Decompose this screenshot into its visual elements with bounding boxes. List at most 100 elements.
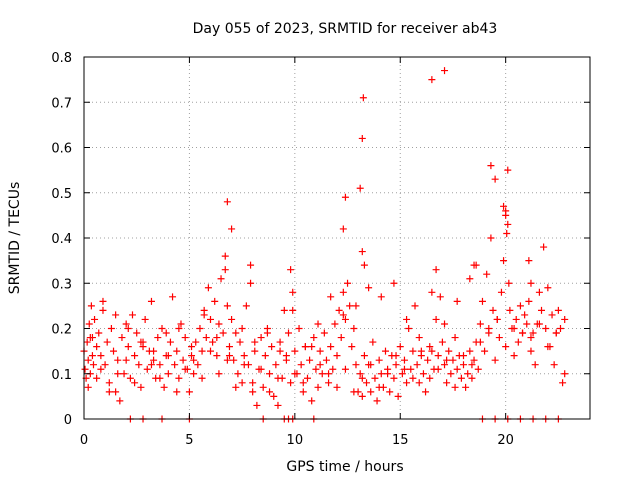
data-point	[510, 325, 518, 332]
data-point	[147, 361, 155, 369]
data-point	[270, 392, 278, 400]
data-point	[358, 374, 366, 382]
data-point	[356, 184, 364, 192]
y-tick-label: 0.4	[51, 232, 72, 247]
data-point	[337, 334, 345, 342]
data-point	[521, 311, 529, 319]
data-point	[441, 67, 449, 75]
data-point	[503, 229, 511, 237]
data-point	[428, 347, 436, 355]
data-point	[198, 347, 206, 355]
data-point	[91, 315, 99, 323]
data-point	[481, 347, 489, 355]
data-point	[316, 361, 324, 369]
grid-lines	[84, 57, 590, 419]
data-point	[417, 347, 425, 355]
data-point	[550, 361, 558, 369]
data-point	[497, 288, 505, 296]
data-point	[322, 356, 330, 364]
data-point	[93, 374, 101, 382]
data-point	[213, 352, 221, 360]
data-point	[544, 284, 552, 292]
data-point	[434, 365, 442, 373]
data-point	[215, 320, 223, 328]
data-point	[158, 325, 166, 332]
y-tick-label: 0.6	[51, 142, 72, 157]
data-point	[99, 306, 107, 314]
data-point	[287, 379, 295, 387]
data-point	[308, 397, 316, 405]
data-point	[131, 379, 139, 387]
data-point	[297, 361, 305, 369]
data-point	[266, 388, 274, 396]
data-point	[504, 166, 512, 174]
data-point	[369, 338, 377, 346]
data-point	[381, 347, 389, 355]
data-point	[556, 325, 564, 332]
data-point	[519, 329, 527, 337]
data-point	[141, 315, 149, 323]
data-point	[377, 370, 385, 378]
data-point	[85, 320, 93, 328]
data-point	[310, 334, 318, 342]
data-point	[394, 392, 402, 400]
data-point	[531, 361, 539, 369]
data-point	[200, 311, 208, 319]
y-tick-label: 0	[64, 413, 72, 428]
data-point	[327, 293, 335, 301]
data-point	[287, 266, 295, 274]
data-point	[257, 334, 265, 342]
data-point	[487, 162, 495, 170]
data-point	[561, 315, 569, 323]
data-point	[289, 288, 297, 296]
data-point	[209, 338, 217, 346]
data-point	[299, 379, 307, 387]
data-point	[352, 361, 360, 369]
data-point	[489, 306, 497, 314]
data-point	[335, 306, 343, 314]
data-point	[443, 379, 451, 387]
data-point	[154, 334, 162, 342]
data-point	[295, 325, 303, 332]
data-point	[350, 325, 358, 332]
data-point	[221, 252, 229, 260]
data-point	[131, 352, 139, 360]
data-point	[460, 352, 467, 360]
data-point	[516, 302, 524, 310]
data-point	[400, 356, 408, 364]
data-point	[478, 297, 486, 305]
data-point	[339, 311, 347, 319]
x-tick-label: 15	[392, 433, 409, 448]
data-point	[363, 379, 371, 387]
data-point	[502, 343, 510, 351]
data-point	[449, 356, 457, 364]
data-point	[426, 374, 434, 382]
data-point	[147, 297, 155, 305]
data-point	[419, 370, 427, 378]
data-point	[97, 365, 105, 373]
data-point	[173, 388, 181, 396]
data-point	[166, 338, 174, 346]
data-point	[207, 347, 214, 355]
data-point	[341, 365, 349, 373]
data-point	[548, 311, 556, 319]
x-tick-label: 20	[497, 433, 514, 448]
data-point	[221, 266, 229, 274]
data-point	[99, 297, 107, 305]
data-point	[192, 338, 200, 346]
data-point	[544, 343, 552, 351]
data-point	[171, 361, 179, 369]
data-point	[268, 343, 276, 351]
data-point	[190, 370, 198, 378]
data-point	[451, 383, 459, 391]
y-tick-label: 0.7	[51, 96, 72, 111]
data-point	[358, 248, 366, 256]
data-point	[207, 315, 214, 323]
data-point	[483, 270, 491, 278]
data-point	[505, 279, 513, 287]
data-point	[116, 397, 124, 405]
data-point	[238, 379, 246, 387]
data-point	[540, 243, 548, 251]
data-point	[441, 320, 449, 328]
data-point	[217, 275, 225, 283]
